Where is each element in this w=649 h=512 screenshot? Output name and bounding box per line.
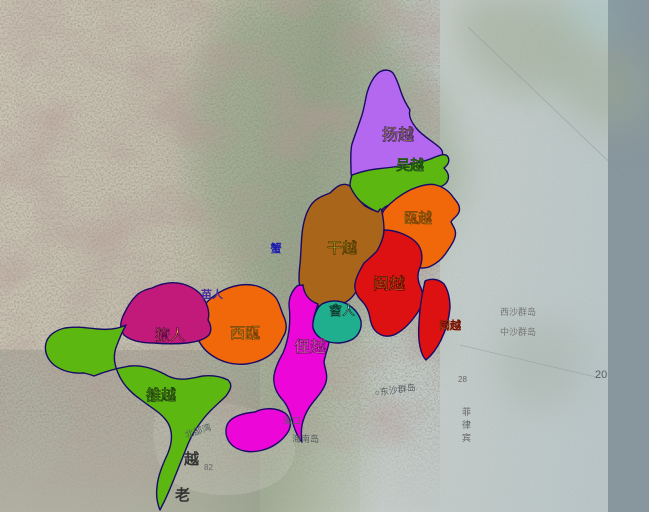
svg-text:82: 82 [204,463,213,472]
svg-text:28: 28 [458,375,467,384]
svg-text:20: 20 [595,369,607,381]
svg-text:海口: 海口 [283,415,301,426]
svg-text:律: 律 [462,419,471,430]
svg-text:俚越: 俚越 [294,337,327,356]
svg-text:闽越: 闽越 [373,274,406,293]
svg-text:中沙群岛: 中沙群岛 [500,326,536,337]
svg-text:海南岛: 海南岛 [292,433,319,444]
svg-text:西瓯: 西瓯 [230,325,260,342]
svg-text:闽越: 闽越 [439,318,462,332]
svg-text:蟹: 蟹 [270,241,282,255]
svg-text:扬越: 扬越 [382,125,415,144]
svg-text:苗人: 苗人 [201,287,224,301]
svg-text:菲: 菲 [462,406,471,417]
svg-text:雒越: 雒越 [145,386,177,404]
svg-text:瓯越: 瓯越 [404,210,433,226]
svg-text:干越: 干越 [327,239,358,257]
svg-text:獠人: 獠人 [154,326,186,344]
svg-text:宾: 宾 [462,432,471,443]
svg-text:吴越: 吴越 [396,157,425,173]
svg-text:越: 越 [183,450,200,468]
svg-text:畲人: 畲人 [328,303,356,318]
svg-text:老: 老 [174,486,190,504]
svg-text:西沙群岛: 西沙群岛 [500,306,536,317]
